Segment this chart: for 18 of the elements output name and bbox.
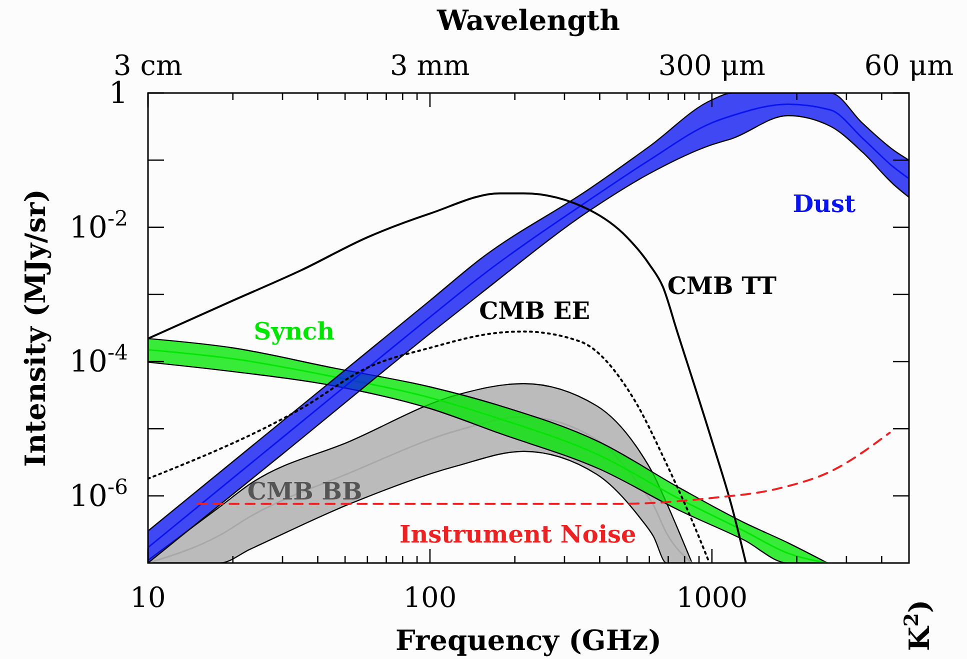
x-axis-title: Frequency (GHz) (396, 624, 662, 657)
series-label: Dust (792, 189, 856, 218)
series-label: Synch (254, 316, 335, 346)
series-label: Instrument Noise (399, 519, 636, 548)
x2-axis-title: Wavelength (436, 4, 620, 37)
annotation: 60 μm (864, 49, 954, 82)
y-tick-label: 10$^{-6}$ (69, 474, 128, 514)
x-tick-label: 10 (130, 581, 166, 614)
series-label: CMB TT (667, 270, 777, 300)
series-label: CMB EE (479, 296, 590, 325)
series-label: CMB BB (247, 476, 362, 506)
y-tick-label: 10$^{-4}$ (69, 340, 128, 380)
x-tick-label: 100 (403, 581, 457, 614)
x-tick-label: 1000 (676, 581, 748, 614)
annotation: 3 mm (390, 49, 470, 82)
annotation: 300 μm (658, 49, 766, 82)
y-axis-title: Intensity (MJy/sr) (19, 189, 52, 467)
y-tick-label: 10$^{-2}$ (69, 206, 128, 246)
